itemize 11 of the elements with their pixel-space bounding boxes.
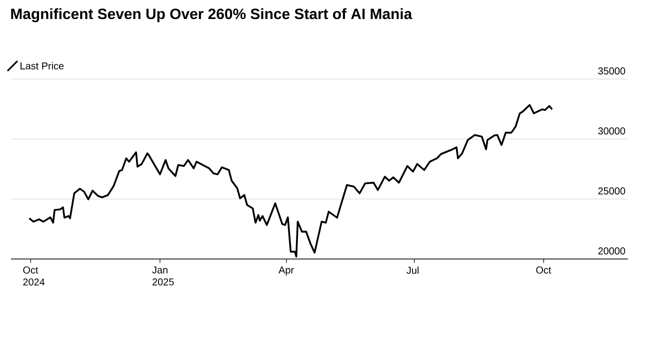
x-tick-label: Apr [278, 266, 294, 276]
x-tick-label: Oct [536, 266, 552, 274]
y-tick-label: 35000 [598, 67, 626, 74]
y-tick-label: 25000 [598, 187, 626, 194]
x-tick-label: Jan 2025 [152, 266, 174, 286]
y-tick-label: 20000 [598, 247, 626, 254]
x-tick-label: Jul [406, 266, 418, 274]
legend-label: Last Price [20, 62, 64, 70]
x-tick-label: Oct 2024 [23, 266, 45, 286]
y-tick-label: 30000 [598, 127, 626, 134]
chart-title: Magnificent Seven Up Over 260% Since Start of AI Mania [11, 8, 412, 22]
